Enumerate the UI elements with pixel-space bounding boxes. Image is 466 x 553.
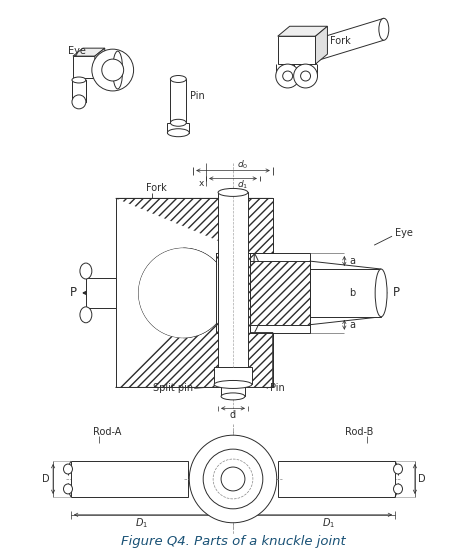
Polygon shape <box>315 26 328 64</box>
Ellipse shape <box>102 59 123 81</box>
Bar <box>171 79 186 123</box>
Text: Rod-B: Rod-B <box>345 427 373 437</box>
Bar <box>250 253 309 333</box>
Text: $D_1$: $D_1$ <box>322 516 335 530</box>
Bar <box>278 461 395 497</box>
Bar <box>71 461 188 497</box>
Polygon shape <box>216 253 250 333</box>
Bar <box>72 80 86 102</box>
Circle shape <box>221 467 245 491</box>
Bar <box>73 56 95 78</box>
Ellipse shape <box>394 464 403 474</box>
Text: Eye: Eye <box>68 46 86 56</box>
Bar <box>216 253 250 333</box>
Polygon shape <box>278 26 328 36</box>
Text: b: b <box>349 288 356 298</box>
Text: a: a <box>350 256 355 266</box>
Text: Figure Q4. Parts of a knuckle joint: Figure Q4. Parts of a knuckle joint <box>121 535 345 548</box>
Ellipse shape <box>301 71 310 81</box>
Ellipse shape <box>171 76 186 82</box>
Ellipse shape <box>63 484 72 494</box>
Ellipse shape <box>276 64 300 88</box>
Ellipse shape <box>72 95 86 109</box>
Text: P: P <box>392 286 399 299</box>
Polygon shape <box>95 48 105 78</box>
Polygon shape <box>315 18 384 61</box>
Text: Fork: Fork <box>145 184 166 194</box>
Circle shape <box>102 211 265 374</box>
Ellipse shape <box>379 18 389 40</box>
Text: P: P <box>69 286 76 299</box>
Text: $d_0$: $d_0$ <box>237 158 248 171</box>
Bar <box>214 367 252 384</box>
Ellipse shape <box>167 129 189 137</box>
Bar <box>218 192 248 367</box>
Text: Pin: Pin <box>270 383 285 393</box>
Ellipse shape <box>63 464 72 474</box>
Ellipse shape <box>218 189 248 196</box>
Ellipse shape <box>394 484 403 494</box>
Ellipse shape <box>171 119 186 126</box>
Polygon shape <box>116 199 273 388</box>
Bar <box>309 269 381 317</box>
Text: Eye: Eye <box>395 228 413 238</box>
Polygon shape <box>250 261 309 325</box>
Circle shape <box>203 449 263 509</box>
Text: a: a <box>350 320 355 330</box>
Ellipse shape <box>72 77 86 83</box>
Text: Split pin: Split pin <box>153 383 193 393</box>
Ellipse shape <box>92 49 134 91</box>
Text: x: x <box>199 179 204 188</box>
Bar <box>221 384 245 397</box>
Circle shape <box>138 248 228 338</box>
Ellipse shape <box>113 51 123 89</box>
Ellipse shape <box>312 39 320 61</box>
Ellipse shape <box>283 71 293 81</box>
Ellipse shape <box>80 307 92 323</box>
Ellipse shape <box>375 269 387 317</box>
Bar <box>278 36 315 64</box>
Bar <box>167 123 189 133</box>
Text: Pin: Pin <box>190 91 205 101</box>
Polygon shape <box>73 48 105 56</box>
Text: $d_1$: $d_1$ <box>237 178 248 191</box>
Text: D: D <box>42 474 50 484</box>
Ellipse shape <box>214 380 252 388</box>
Text: R: R <box>170 293 177 303</box>
Circle shape <box>189 435 277 523</box>
Ellipse shape <box>113 51 123 89</box>
Text: $D_1$: $D_1$ <box>135 516 148 530</box>
Ellipse shape <box>80 263 92 279</box>
Text: Rod-A: Rod-A <box>93 427 121 437</box>
Ellipse shape <box>294 64 317 88</box>
Text: d: d <box>230 410 236 420</box>
Circle shape <box>138 248 228 338</box>
Ellipse shape <box>221 393 245 400</box>
Bar <box>86 278 116 308</box>
Text: D: D <box>418 474 425 484</box>
Text: Fork: Fork <box>330 36 351 46</box>
